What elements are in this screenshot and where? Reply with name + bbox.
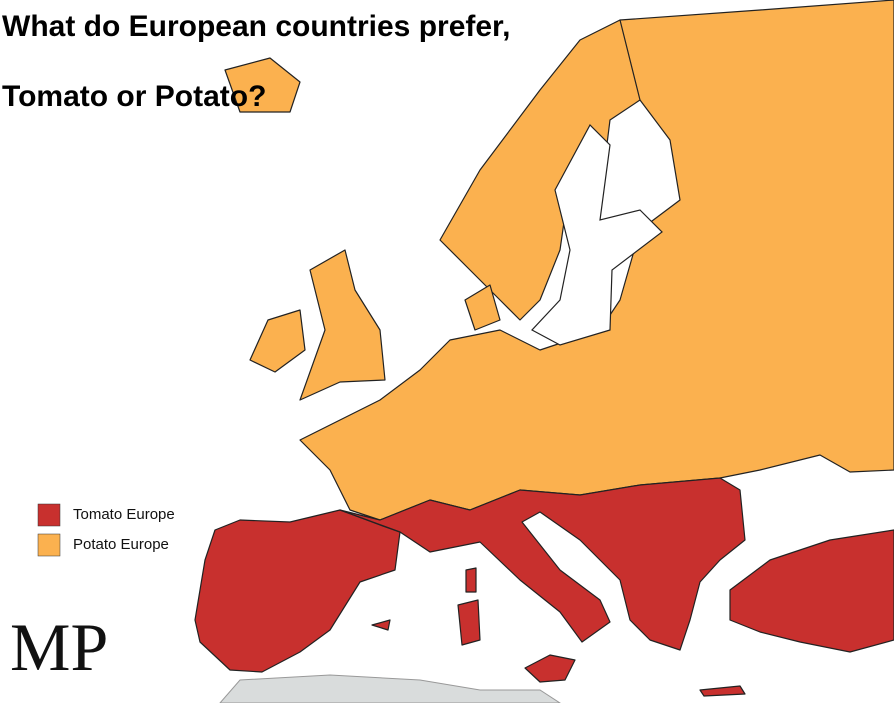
region [457,599,481,646]
africa [219,674,561,703]
tomato-regions [194,477,894,697]
title-line: Tomato or Potato? [2,80,266,113]
baltic-sea [531,124,663,346]
logo: MP [10,609,108,685]
region [371,619,391,631]
region [464,284,501,331]
legend-swatch [37,503,61,527]
region [524,654,576,683]
legend-label: Potato Europe [73,536,169,553]
region [299,249,386,401]
region [194,509,401,673]
region [729,529,894,653]
region [699,685,746,697]
region [224,57,301,113]
legend: Tomato Europe Potato Europe [37,503,175,557]
region [465,567,477,593]
title-line: What do European countries prefer, [2,10,510,43]
region [249,309,306,373]
legend-label: Tomato Europe [73,506,175,523]
legend-swatch [37,533,61,557]
region [339,477,746,651]
potato-regions [224,0,894,521]
